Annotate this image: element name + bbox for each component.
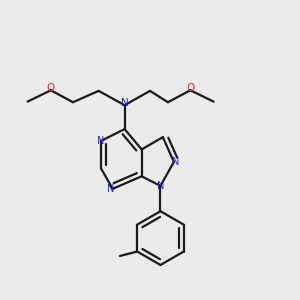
Text: O: O [47, 83, 55, 93]
Text: N: N [121, 98, 128, 108]
Text: N: N [107, 184, 115, 194]
Text: O: O [186, 83, 194, 93]
Text: N: N [172, 157, 179, 167]
Text: N: N [97, 136, 104, 146]
Text: N: N [158, 181, 165, 191]
